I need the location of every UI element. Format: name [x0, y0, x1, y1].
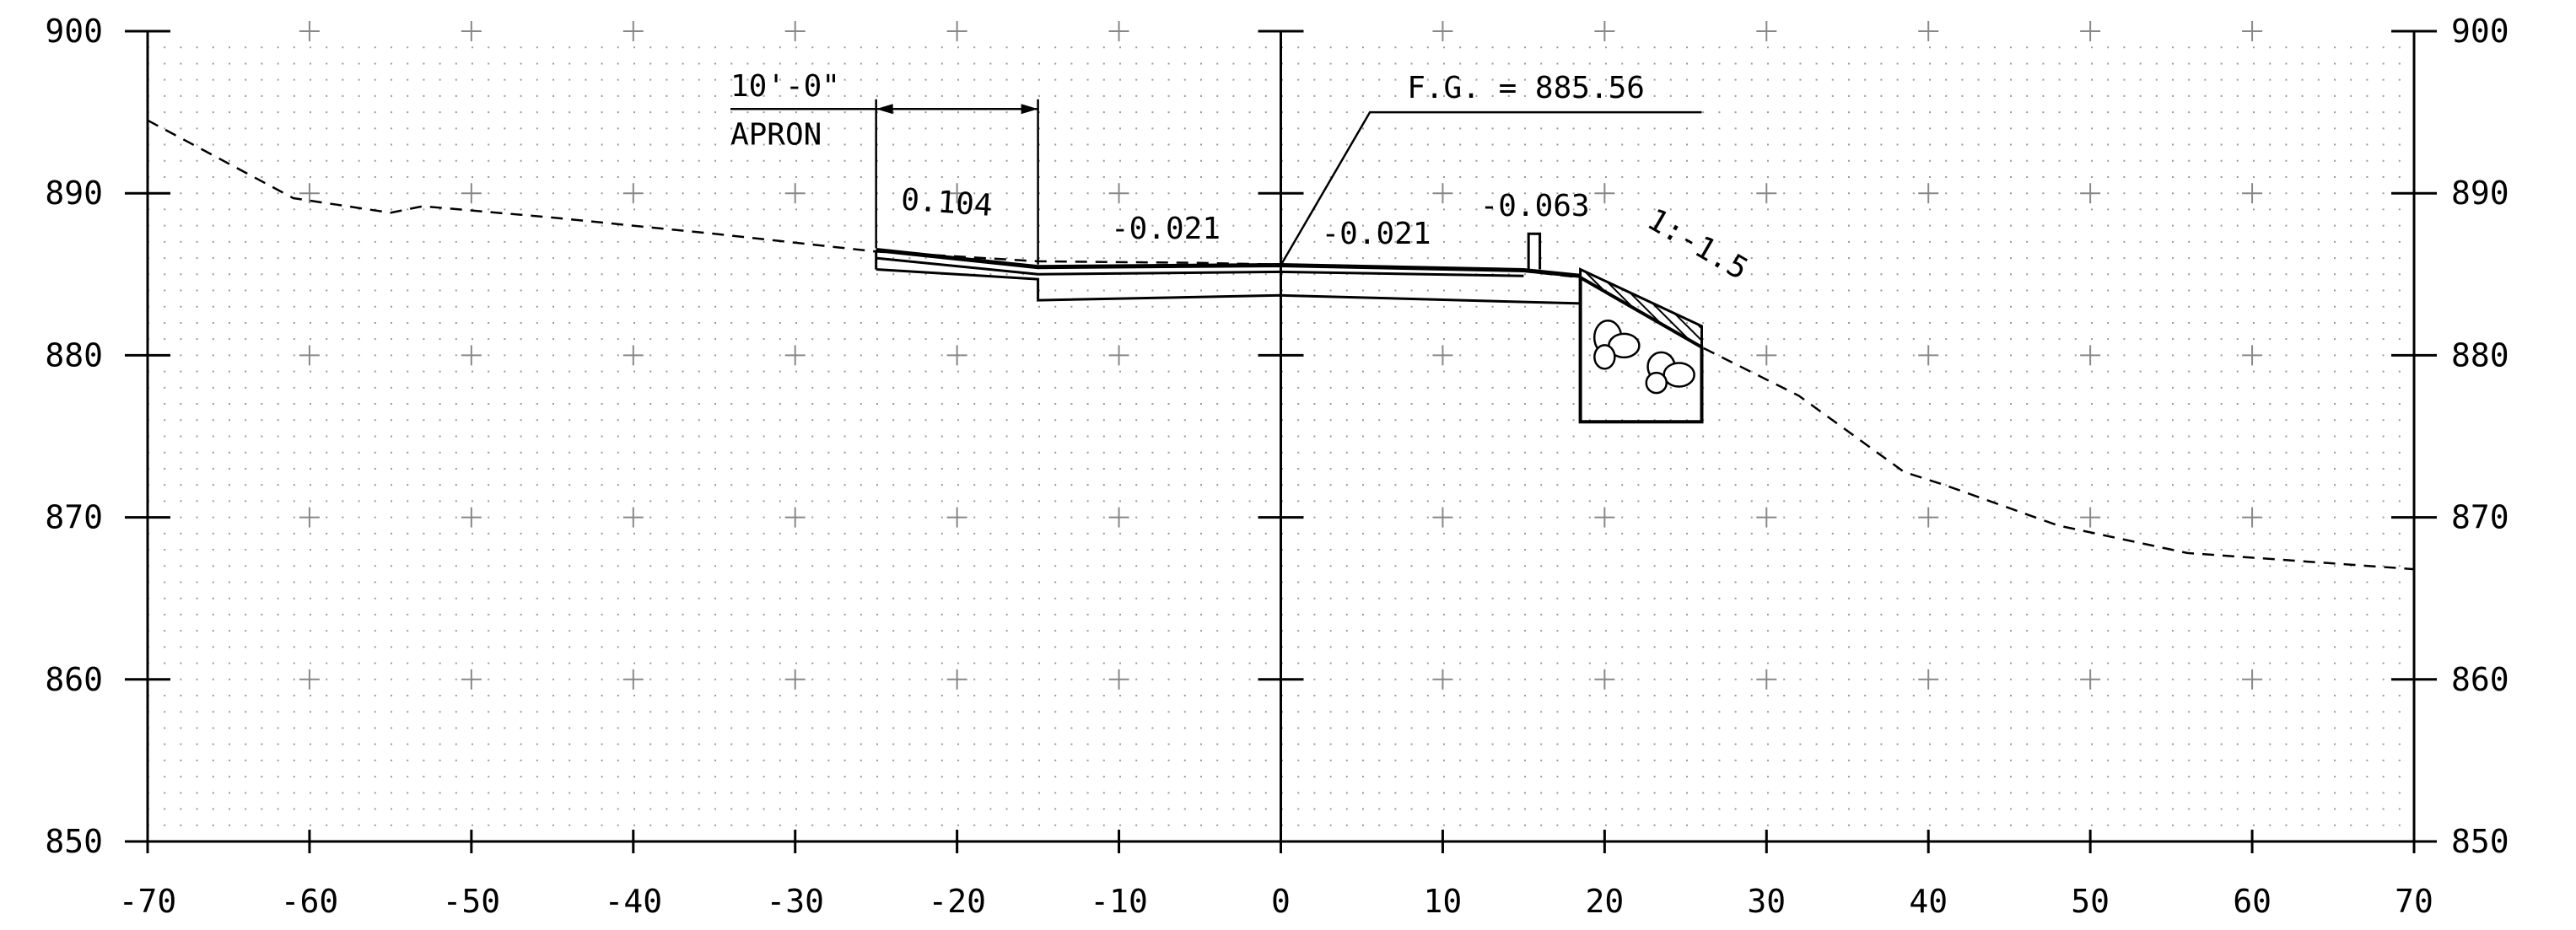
right-y-tick-label: 900 — [2451, 13, 2509, 50]
subgrade-line — [876, 268, 1581, 305]
x-tick-label: -40 — [604, 883, 662, 920]
right-y-tick-label: 850 — [2451, 823, 2509, 860]
apron-arrow-right — [1021, 104, 1038, 115]
x-tick-label: 10 — [1424, 883, 1463, 920]
x-tick-label: 40 — [1909, 883, 1948, 920]
annotation-label: -0.021 — [1321, 217, 1431, 251]
riprap-rock — [1663, 362, 1695, 388]
right-y-tick-label: 890 — [2451, 175, 2509, 212]
x-tick-label: -50 — [443, 883, 501, 920]
x-tick-label: 50 — [2071, 883, 2110, 920]
x-tick-label: 70 — [2395, 883, 2433, 920]
axis-ticks — [125, 30, 2437, 853]
annotation-label: APRON — [730, 118, 822, 153]
riprap-outline — [1578, 274, 1704, 424]
x-tick-label: -20 — [928, 883, 986, 920]
riprap-rock — [1645, 371, 1668, 395]
x-tick-label: -10 — [1090, 883, 1148, 920]
annotations: 10'-0" APRON 0.104 -0.021 -0.021 -0.063 F.G. =… — [730, 69, 1754, 288]
y-axis-tick-labels: 850 850 860 860 870 870 880 880 890 890 900 900 — [45, 13, 2509, 860]
right-y-tick-label: 880 — [2451, 336, 2509, 374]
apron-arrow-left — [876, 104, 893, 115]
left-y-tick-label: 890 — [45, 175, 103, 212]
left-y-tick-label: 880 — [45, 336, 103, 374]
x-axis-tick-labels: -70 -60 -50 -40 -30 -20 -10 0 10 20 30 40 50 60 70 — [119, 883, 2433, 920]
x-tick-label: 20 — [1585, 883, 1624, 920]
annotation-label: 0.104 — [900, 182, 994, 223]
x-tick-label: 0 — [1271, 883, 1291, 920]
annotation-label: -0.063 — [1480, 189, 1590, 223]
annotation-label: F.G. = 885.56 — [1407, 71, 1645, 105]
x-tick-label: -30 — [766, 883, 824, 920]
riprap — [1578, 267, 1704, 424]
proposed-section — [875, 232, 1582, 305]
x-tick-label: -70 — [119, 883, 177, 920]
fg-leader-line — [1280, 110, 1702, 266]
finished-grade-lower — [876, 256, 1524, 277]
x-tick-label: -60 — [281, 883, 339, 920]
riprap-rock — [1593, 344, 1616, 370]
left-y-tick-label: 870 — [45, 499, 103, 536]
annotation-label: 10'-0" — [730, 69, 840, 104]
right-y-tick-label: 860 — [2451, 661, 2509, 698]
curb — [1527, 232, 1542, 271]
right-y-tick-label: 870 — [2451, 499, 2509, 536]
left-y-tick-label: 850 — [45, 823, 103, 860]
annotation-label: -0.021 — [1111, 212, 1221, 246]
left-y-tick-label: 900 — [45, 13, 103, 50]
x-tick-label: 60 — [2233, 883, 2272, 920]
annotation-label: 1:-1.5 — [1641, 202, 1754, 288]
left-y-tick-label: 860 — [45, 661, 103, 698]
x-tick-label: 30 — [1747, 883, 1786, 920]
dimensions-and-leaders — [730, 99, 1702, 266]
